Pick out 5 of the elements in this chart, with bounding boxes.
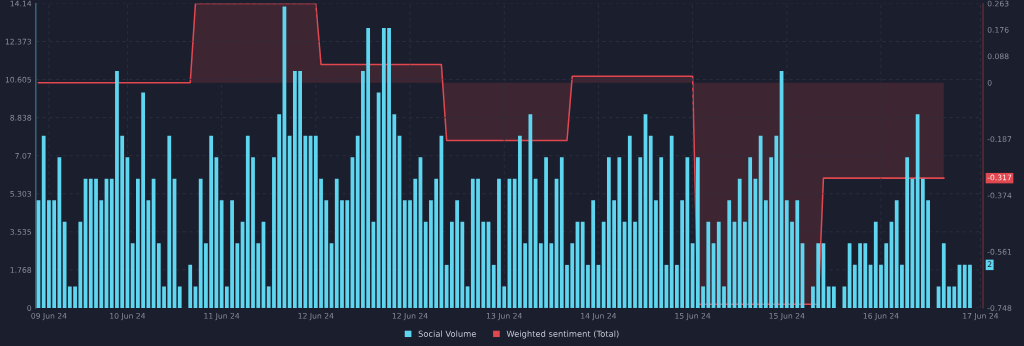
- bar: [842, 286, 847, 308]
- bar: [188, 264, 193, 308]
- legend-label: Weighted sentiment (Total): [506, 330, 619, 339]
- legend-label: Social Volume: [418, 330, 476, 337]
- bar: [177, 286, 182, 308]
